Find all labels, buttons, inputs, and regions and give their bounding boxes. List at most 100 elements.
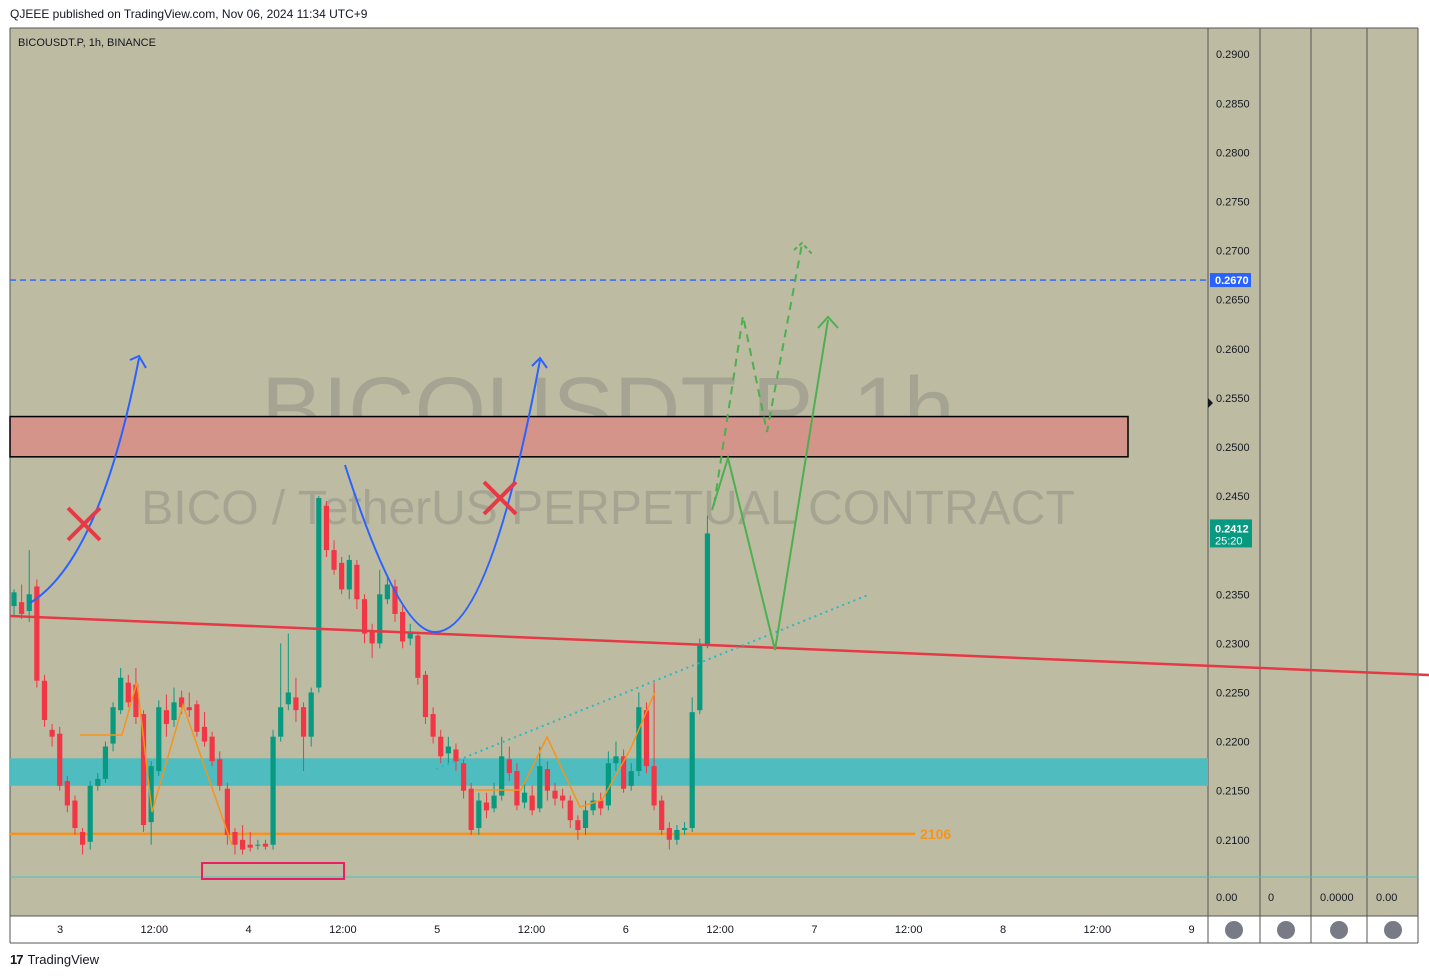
- candle: [621, 756, 627, 789]
- candle: [400, 611, 406, 642]
- orange-pattern-lines: [80, 681, 656, 846]
- y-tick-label: 0.2850: [1216, 98, 1250, 110]
- candle: [240, 839, 246, 850]
- candle: [377, 594, 383, 644]
- candle: [460, 763, 467, 791]
- candle: [163, 710, 169, 724]
- x-tick-label: 3: [57, 924, 63, 936]
- tradingview-logo-icon: 17: [10, 952, 24, 967]
- candle: [95, 778, 101, 786]
- y-tick-label: 0.2300: [1216, 638, 1250, 650]
- footer-brand: TradingView: [27, 952, 100, 967]
- candle: [361, 599, 368, 634]
- red-x-icon: [66, 506, 102, 542]
- candle: [34, 586, 40, 681]
- level-price-text: 0.2670: [1215, 275, 1249, 287]
- candle: [575, 820, 581, 830]
- candle: [613, 756, 619, 764]
- y-tick-label: 0.2700: [1216, 246, 1250, 258]
- candle: [140, 714, 147, 826]
- candle: [407, 633, 413, 639]
- footer: 17 TradingView: [10, 952, 99, 967]
- candle: [689, 712, 695, 829]
- settings-dot-icon: [1384, 921, 1402, 939]
- small-box-drawing: [201, 862, 345, 880]
- indicator-value: 0.00: [1216, 892, 1237, 904]
- candle: [64, 780, 70, 806]
- candle: [430, 714, 436, 737]
- y-axis-ticks: 0.2900 0.2850 0.2800 0.2750 0.2700 0.2650 0.26…: [1208, 49, 1252, 847]
- candle: [491, 795, 497, 809]
- candle: [369, 631, 375, 644]
- candle: [156, 707, 162, 772]
- y-tick-label: 0.2500: [1216, 442, 1250, 454]
- price-chart[interactable]: BICOUSDT.P, 1h BICO / TetherUS PERPETUAL…: [0, 0, 1429, 948]
- candle: [300, 707, 307, 737]
- candle: [26, 594, 32, 611]
- level-price-tag: [1210, 273, 1251, 288]
- candle: [453, 749, 459, 762]
- x-axis-ticks: 3 12:00 4 12:00 5 12:00 6 12:00 7 12:00 8 12:00 9: [57, 924, 1195, 936]
- candle: [476, 800, 482, 829]
- indicator-axis: [1260, 28, 1418, 916]
- candle: [499, 756, 505, 796]
- candle: [544, 769, 550, 791]
- candle: [11, 592, 17, 607]
- x-tick-label: 7: [811, 924, 817, 936]
- candle: [438, 736, 444, 757]
- candle: [521, 792, 528, 803]
- candle: [628, 771, 634, 786]
- candle: [308, 692, 314, 737]
- x-tick-label: 5: [434, 924, 440, 936]
- price-axis[interactable]: [1208, 28, 1260, 916]
- x-tick-label: 12:00: [329, 924, 357, 936]
- indicator-value: 0.0000: [1320, 892, 1354, 904]
- candle: [232, 831, 238, 845]
- candle: [87, 785, 93, 842]
- candle: [537, 766, 543, 809]
- candle: [41, 680, 48, 720]
- current-price-text: 0.2412: [1215, 523, 1249, 535]
- publish-info: QJEEE published on TradingView.com, Nov …: [10, 7, 368, 21]
- candle: [659, 800, 665, 830]
- candle: [19, 602, 25, 614]
- arrow-head-icon: [531, 356, 548, 369]
- x-tick-label: 12:00: [518, 924, 546, 936]
- arrow-head-icon: [129, 354, 147, 369]
- candle: [560, 795, 566, 801]
- candle: [247, 844, 253, 848]
- descending-trendline: [9, 614, 1429, 677]
- candle: [582, 810, 589, 829]
- candle: [186, 707, 192, 711]
- candle: [179, 697, 185, 708]
- blue-projection-curve-2: [344, 359, 541, 634]
- current-price-tag: [1210, 519, 1252, 548]
- y-tick-label: 0.2800: [1216, 147, 1250, 159]
- candle: [316, 498, 322, 688]
- arrow-head-icon: [793, 241, 813, 255]
- drawings: [9, 241, 1429, 846]
- y-tick-label: 0.2900: [1216, 49, 1250, 61]
- candle: [72, 800, 78, 829]
- candle: [697, 645, 703, 711]
- x-tick-label: 8: [1000, 924, 1006, 936]
- candle: [110, 707, 116, 744]
- countdown-text: 25:20: [1215, 535, 1243, 547]
- y-tick-label: 0.2650: [1216, 295, 1250, 307]
- x-tick-label: 4: [246, 924, 252, 936]
- y-tick-label: 0.2450: [1216, 491, 1250, 503]
- candle: [643, 710, 650, 767]
- candle: [605, 763, 611, 806]
- candle: [79, 831, 86, 845]
- settings-dot-icon: [1225, 921, 1243, 939]
- red-x-icon: [482, 480, 518, 516]
- arrow-head-icon: [817, 315, 839, 329]
- candle: [529, 795, 535, 811]
- candle: [217, 759, 223, 786]
- candle: [346, 559, 352, 590]
- candle: [354, 564, 360, 600]
- settings-dot-icon: [1277, 921, 1295, 939]
- y-tick-label: 0.2550: [1216, 393, 1250, 405]
- candle: [567, 800, 573, 821]
- candle: [339, 562, 345, 590]
